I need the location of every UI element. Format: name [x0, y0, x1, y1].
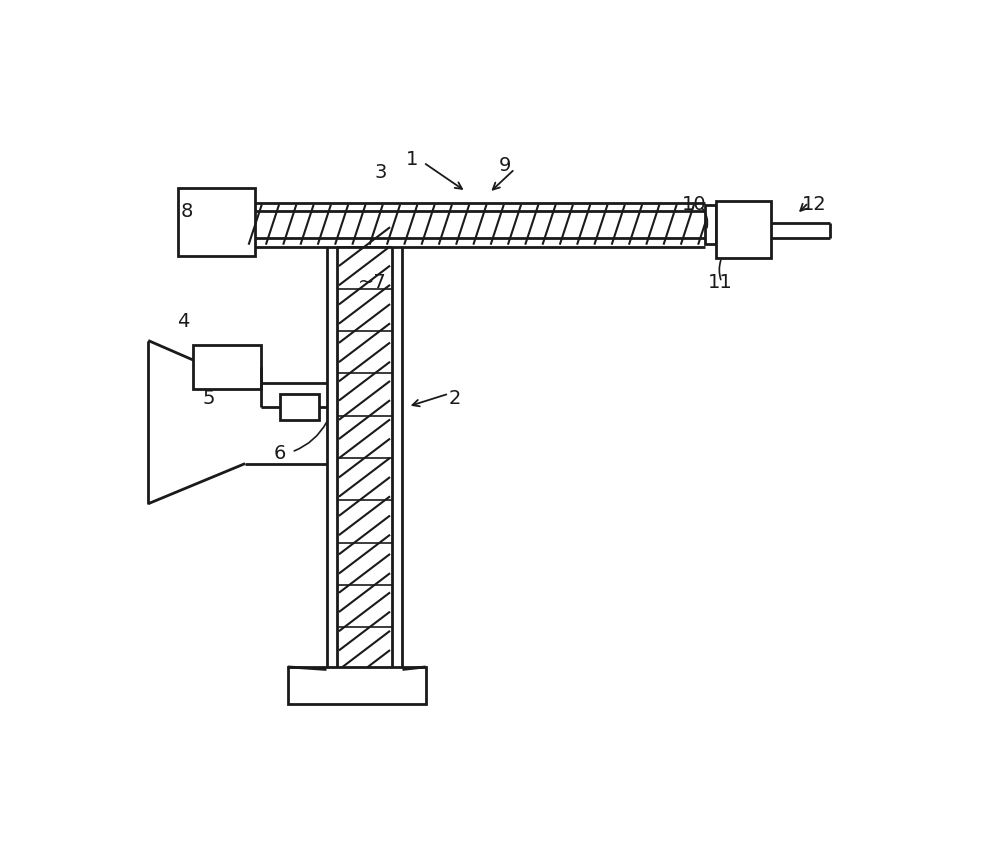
Text: 4: 4: [177, 312, 189, 331]
Bar: [705, 205, 716, 244]
Text: 11: 11: [708, 272, 733, 292]
Text: 5: 5: [202, 389, 215, 408]
Text: 10: 10: [682, 195, 707, 214]
Text: 2: 2: [448, 389, 461, 408]
Text: 12: 12: [802, 195, 827, 214]
Bar: [193, 345, 261, 389]
Bar: [288, 667, 426, 705]
Text: ~7: ~7: [358, 272, 386, 292]
Text: 6: 6: [274, 444, 286, 463]
Text: 8: 8: [181, 202, 193, 220]
Bar: [716, 201, 771, 257]
Text: 3: 3: [375, 162, 387, 182]
Text: 1: 1: [406, 150, 418, 169]
Bar: [280, 394, 319, 420]
Text: 9: 9: [499, 156, 511, 175]
Bar: [178, 188, 255, 257]
